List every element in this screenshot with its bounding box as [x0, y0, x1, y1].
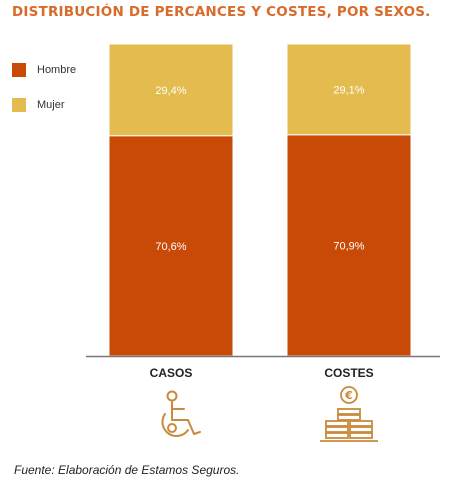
- category-label-casos: CASOS: [149, 366, 193, 380]
- chart-title: DISTRIBUCIÓN DE PERCANCES Y COSTES, POR …: [12, 4, 431, 20]
- legend-label-mujer: Mujer: [37, 99, 65, 111]
- data-label-mujer-casos: 29,4%: [155, 85, 186, 97]
- legend-label-hombre: Hombre: [37, 64, 77, 76]
- legend-item-mujer: Mujer: [12, 98, 65, 112]
- legend-swatch-mujer: [12, 98, 26, 112]
- bar-hombre-costes: [286, 134, 412, 357]
- legend-swatch-hombre: [12, 63, 26, 77]
- wheelchair-icon: [161, 390, 201, 437]
- data-label-hombre-costes: 70,9%: [333, 240, 364, 252]
- euro-symbol: €: [344, 389, 353, 402]
- coins-icon: €: [320, 386, 378, 442]
- bar-mujer-costes: [286, 43, 412, 136]
- data-label-hombre-casos: 70,6%: [155, 241, 186, 253]
- category-label-costes: COSTES: [324, 366, 374, 380]
- legend-item-hombre: Hombre: [12, 63, 76, 77]
- data-label-mujer-costes: 29,1%: [333, 84, 364, 96]
- source-note: Fuente: Elaboración de Estamos Seguros.: [14, 463, 240, 477]
- bar-mujer-casos: [108, 43, 234, 137]
